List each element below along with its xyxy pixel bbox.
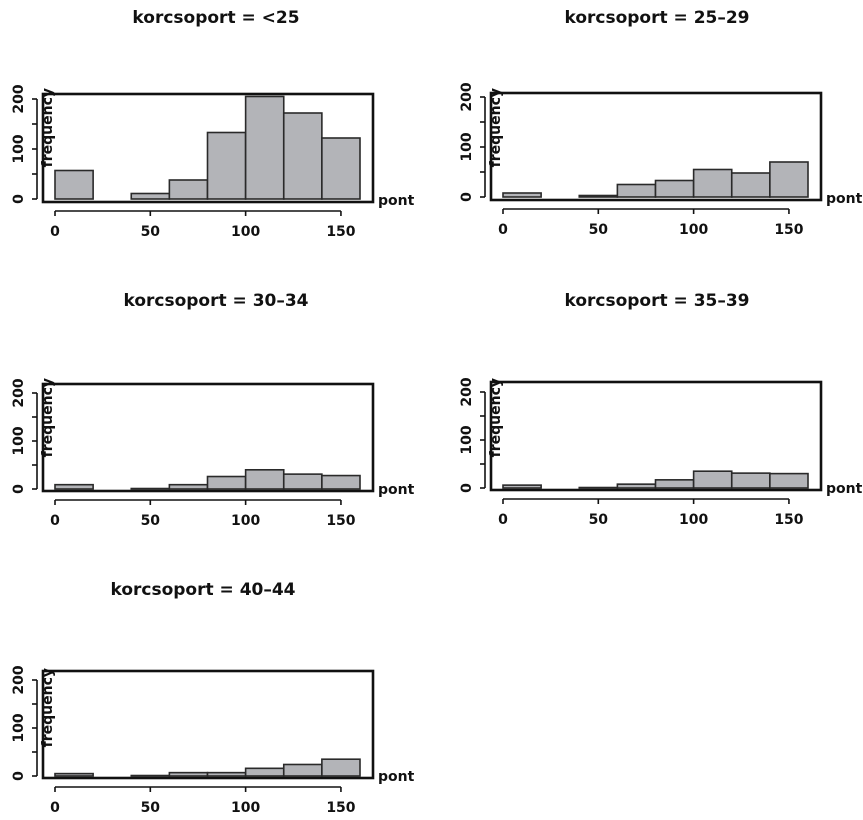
histogram-bar <box>54 483 94 490</box>
histogram-bar <box>321 758 361 777</box>
y-tick-label: 0 <box>11 194 27 204</box>
y-tick-label: 0 <box>11 484 27 494</box>
x-axis-label: pont <box>378 482 415 498</box>
x-tick-label: 100 <box>231 513 260 529</box>
x-tick-label: 150 <box>326 513 355 529</box>
histogram-bar <box>730 172 771 198</box>
histogram-bar <box>130 192 171 200</box>
x-tick-label: 50 <box>589 512 609 528</box>
x-tick-label: 150 <box>774 512 803 528</box>
y-tick-label: 200 <box>11 665 27 694</box>
y-tick-label: 100 <box>11 134 27 163</box>
histogram-bar <box>616 183 657 198</box>
y-tick-label: 100 <box>11 713 27 742</box>
x-tick-label: 150 <box>326 224 355 240</box>
histogram-bar <box>692 470 733 489</box>
x-tick-label: 50 <box>141 800 161 816</box>
y-tick-label: 100 <box>459 132 475 161</box>
histogram-bar <box>54 772 94 777</box>
x-axis-label: pont <box>378 193 415 209</box>
histogram-bar <box>321 474 361 490</box>
x-tick-label: 150 <box>774 222 803 238</box>
plot-frame <box>489 380 823 492</box>
y-tick-label: 200 <box>11 84 27 113</box>
histogram-bar <box>206 771 247 777</box>
y-tick-label: 0 <box>11 771 27 781</box>
histogram-bar <box>282 473 323 490</box>
x-tick-label: 0 <box>498 512 508 528</box>
histogram-bar <box>769 472 809 489</box>
x-tick-label: 150 <box>326 800 355 816</box>
panel-title: korcsoport = 40–44 <box>110 580 295 600</box>
histogram-bar <box>244 767 285 777</box>
x-tick-label: 100 <box>679 222 708 238</box>
x-tick-label: 100 <box>231 224 260 240</box>
x-tick-label: 0 <box>50 800 60 816</box>
histogram-bar <box>168 179 209 200</box>
x-axis-label: pont <box>378 769 415 785</box>
x-tick-label: 50 <box>141 513 161 529</box>
x-axis-label: pont <box>826 191 863 207</box>
histogram-bar <box>654 479 695 489</box>
y-tick-label: 100 <box>11 426 27 455</box>
histogram-bar <box>692 168 733 198</box>
x-tick-label: 100 <box>679 512 708 528</box>
histogram-bar <box>168 771 209 777</box>
histogram-bar <box>206 131 247 200</box>
x-tick-label: 0 <box>498 222 508 238</box>
panel-title: korcsoport = 30–34 <box>123 291 308 311</box>
y-tick-label: 0 <box>459 483 475 493</box>
x-tick-label: 100 <box>231 800 260 816</box>
histogram-bar <box>769 161 809 198</box>
histogram-bar <box>578 194 619 198</box>
panel-title: korcsoport = 35–39 <box>564 291 749 311</box>
y-tick-label: 200 <box>11 378 27 407</box>
histogram-bar <box>730 472 771 489</box>
x-tick-label: 0 <box>50 224 60 240</box>
histogram-bar <box>54 169 94 200</box>
histogram-bar <box>654 179 695 198</box>
y-tick-label: 200 <box>459 82 475 111</box>
x-tick-label: 0 <box>50 513 60 529</box>
plot-frame <box>489 91 823 202</box>
plot-frame <box>41 382 375 493</box>
histogram-bar <box>282 763 323 777</box>
plot-frame <box>41 669 375 780</box>
histogram-bar <box>168 483 209 490</box>
histogram-bar <box>616 483 657 489</box>
histogram-bar <box>502 484 542 489</box>
y-tick-label: 200 <box>459 377 475 406</box>
plot-frame <box>41 92 375 204</box>
histogram-bar <box>206 475 247 490</box>
y-tick-label: 100 <box>459 425 475 454</box>
x-tick-label: 50 <box>141 224 161 240</box>
y-tick-label: 0 <box>459 192 475 202</box>
histogram-bar <box>244 95 285 200</box>
histogram-bar <box>502 192 542 198</box>
panel-title: korcsoport = <25 <box>132 8 299 28</box>
panel-title: korcsoport = 25–29 <box>564 8 749 28</box>
x-tick-label: 50 <box>589 222 609 238</box>
histogram-bar <box>321 137 361 200</box>
histogram-bar <box>244 468 285 490</box>
histogram-bar <box>282 112 323 200</box>
x-axis-label: pont <box>826 481 863 497</box>
